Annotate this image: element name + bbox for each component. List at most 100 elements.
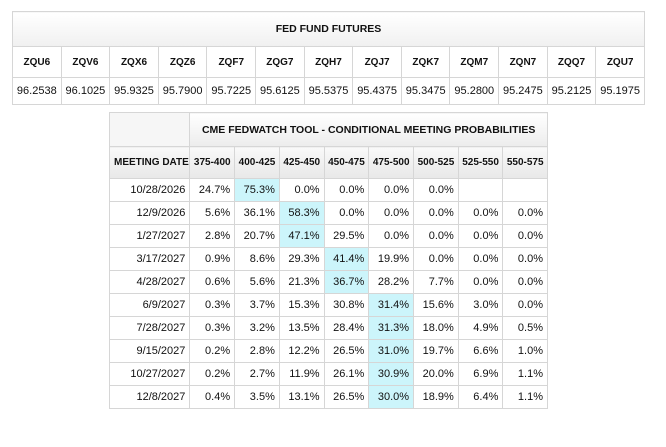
futures-symbol: ZQK7 <box>400 46 451 78</box>
probability-cell: 15.6% <box>413 293 459 317</box>
probability-cell: 0.4% <box>189 385 236 409</box>
futures-title: FED FUND FUTURES <box>12 11 645 47</box>
rate-range-header: 375-400 <box>189 146 236 179</box>
futures-symbol: ZQZ6 <box>157 46 208 78</box>
probability-cell: 0.3% <box>189 316 236 340</box>
probability-cell: 5.6% <box>234 270 280 294</box>
probability-cell: 26.1% <box>323 362 370 386</box>
futures-symbol: ZQU6 <box>12 46 62 78</box>
probability-cell: 0.0% <box>502 270 548 294</box>
meeting-date: 7/28/2027 <box>108 316 191 340</box>
probability-cell-highest: 31.0% <box>368 339 415 363</box>
table-row: 12/9/2026 5.6% 36.1% 58.3% 0.0% 0.0% 0.0% 0.0% 0… <box>108 201 548 225</box>
fedwatch-title: CME FEDWATCH TOOL - CONDITIONAL MEETING … <box>189 112 548 147</box>
probability-cell: 24.7% <box>189 178 236 202</box>
probability-cell-highest: 75.3% <box>234 178 280 202</box>
probability-cell: 28.4% <box>323 316 370 340</box>
futures-price: 95.2475 <box>498 77 548 105</box>
futures-price: 95.5375 <box>303 77 354 105</box>
table-row: 6/9/2027 0.3% 3.7% 15.3% 30.8% 31.4% 15.6% 3.0%… <box>108 293 548 317</box>
probability-cell <box>502 178 548 202</box>
table-row: 10/27/2027 0.2% 2.7% 11.9% 26.1% 30.9% 20.0% 6.… <box>108 362 548 386</box>
futures-price: 96.2538 <box>12 77 62 105</box>
futures-symbol: ZQJ7 <box>352 46 402 78</box>
probability-cell: 19.7% <box>413 339 459 363</box>
probability-cell-highest: 36.7% <box>323 270 370 294</box>
probability-cell: 13.5% <box>278 316 325 340</box>
probability-cell: 1.1% <box>502 385 548 409</box>
probability-cell-highest: 47.1% <box>278 224 325 248</box>
futures-symbol: ZQQ7 <box>546 46 597 78</box>
probability-cell: 0.6% <box>189 270 236 294</box>
probability-cell: 12.2% <box>278 339 325 363</box>
probability-cell: 13.1% <box>278 385 325 409</box>
probability-cell: 8.6% <box>234 247 280 271</box>
fedwatch-probabilities-table: CME FEDWATCH TOOL - CONDITIONAL MEETING … <box>108 112 548 409</box>
probability-cell: 5.6% <box>189 201 236 225</box>
probability-cell: 0.0% <box>368 178 415 202</box>
meeting-date: 6/9/2027 <box>108 293 191 317</box>
futures-price: 95.1975 <box>595 77 645 105</box>
futures-symbol: ZQH7 <box>303 46 354 78</box>
probability-cell: 36.1% <box>234 201 280 225</box>
probability-cell: 15.3% <box>278 293 325 317</box>
probability-cell: 26.5% <box>323 339 370 363</box>
probability-cell: 11.9% <box>278 362 325 386</box>
probability-cell: 2.8% <box>234 339 280 363</box>
futures-symbol: ZQM7 <box>449 46 500 78</box>
futures-symbol: ZQF7 <box>206 46 257 78</box>
table-row: 3/17/2027 0.9% 8.6% 29.3% 41.4% 19.9% 0.0% 0.0%… <box>108 247 548 271</box>
probability-cell: 0.0% <box>502 247 548 271</box>
futures-symbol: ZQN7 <box>498 46 548 78</box>
probability-cell-highest: 31.4% <box>368 293 415 317</box>
probability-cell: 0.0% <box>368 201 415 225</box>
probability-cell-highest: 41.4% <box>323 247 370 271</box>
futures-price: 95.2800 <box>449 77 500 105</box>
probability-cell-highest: 30.0% <box>368 385 415 409</box>
meeting-date: 9/15/2027 <box>108 339 191 363</box>
probability-cell: 0.3% <box>189 293 236 317</box>
probability-cell: 29.3% <box>278 247 325 271</box>
futures-symbol: ZQX6 <box>109 46 159 78</box>
probability-cell: 6.9% <box>457 362 504 386</box>
probability-cell: 30.8% <box>323 293 370 317</box>
table-row: 10/28/2026 24.7% 75.3% 0.0% 0.0% 0.0% 0.0% <box>108 178 548 202</box>
probability-cell: 0.0% <box>413 224 459 248</box>
meeting-date: 10/27/2027 <box>108 362 191 386</box>
futures-price: 95.2125 <box>546 77 597 105</box>
column-header-row: MEETING DATE 375-400 400-425 425-450 450-47… <box>108 146 548 179</box>
meeting-date: 1/27/2027 <box>108 224 191 248</box>
table-row: 9/15/2027 0.2% 2.8% 12.2% 26.5% 31.0% 19.7% 6.6… <box>108 339 548 363</box>
probability-cell: 3.5% <box>234 385 280 409</box>
probability-cell <box>457 178 504 202</box>
probability-cell: 0.2% <box>189 339 236 363</box>
rate-range-header: 400-425 <box>234 146 280 179</box>
probability-cell: 20.0% <box>413 362 459 386</box>
probability-cell: 3.0% <box>457 293 504 317</box>
rate-range-header: 500-525 <box>413 146 459 179</box>
probability-cell: 2.8% <box>189 224 236 248</box>
probability-cell: 0.0% <box>457 270 504 294</box>
probability-cell: 26.5% <box>323 385 370 409</box>
probability-cell: 0.0% <box>278 178 325 202</box>
probability-cell: 4.9% <box>457 316 504 340</box>
probability-cell: 6.4% <box>457 385 504 409</box>
fed-fund-futures-table: FED FUND FUTURES ZQU6 ZQV6 ZQX6 ZQZ6 ZQF7 ZQG… <box>12 11 645 105</box>
probability-cell: 18.9% <box>413 385 459 409</box>
meeting-date: 12/9/2026 <box>108 201 191 225</box>
probability-cell: 0.0% <box>323 178 370 202</box>
probability-cell-highest: 30.9% <box>368 362 415 386</box>
rate-range-header: 475-500 <box>368 146 415 179</box>
probability-cell: 0.0% <box>457 247 504 271</box>
corner-cell <box>108 112 191 147</box>
probability-cell: 1.1% <box>502 362 548 386</box>
probability-cell: 28.2% <box>368 270 415 294</box>
futures-price: 95.6125 <box>255 77 305 105</box>
probability-cell: 18.0% <box>413 316 459 340</box>
probability-cell: 0.0% <box>323 201 370 225</box>
probability-cell: 3.7% <box>234 293 280 317</box>
probability-cell-highest: 58.3% <box>278 201 325 225</box>
meeting-date: 10/28/2026 <box>108 178 191 202</box>
futures-price: 95.7900 <box>157 77 208 105</box>
meeting-date-header: MEETING DATE <box>108 146 191 179</box>
